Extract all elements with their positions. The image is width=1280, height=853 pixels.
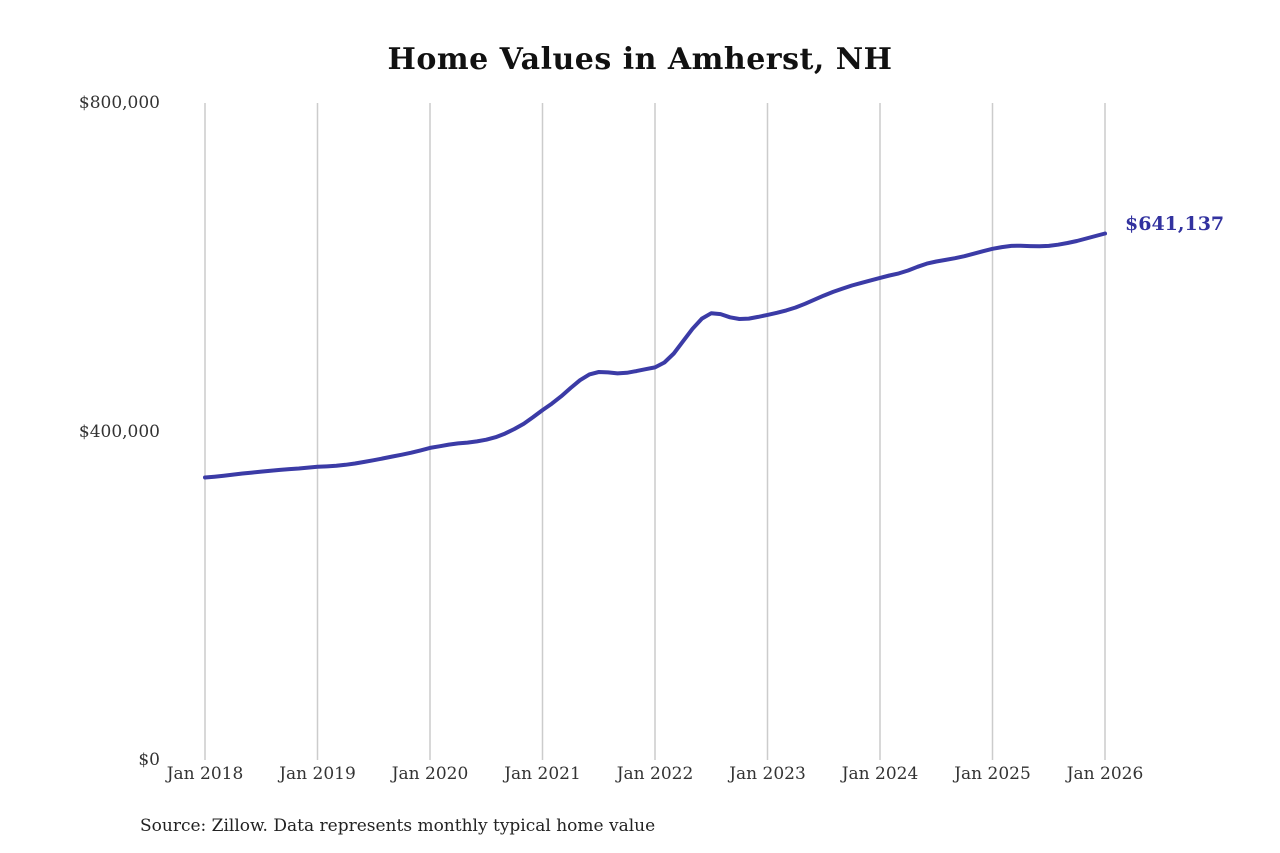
x-axis-tick-label: Jan 2020	[391, 764, 469, 784]
latest-value-label: $641,137	[1125, 213, 1225, 236]
x-axis-tick-label: Jan 2023	[729, 764, 806, 784]
source-note: Source: Zillow. Data represents monthly …	[140, 816, 656, 836]
x-axis-tick-label: Jan 2018	[166, 764, 244, 784]
x-axis-tick-label: Jan 2021	[504, 764, 581, 784]
y-axis-tick-label: $0	[138, 750, 160, 770]
y-axis-tick-label: $400,000	[78, 421, 160, 442]
chart-title: Home Values in Amherst, NH	[387, 42, 893, 77]
home-value-line	[203, 231, 1107, 480]
x-axis-tick-label: Jan 2022	[616, 764, 694, 784]
x-axis-tick-label: Jan 2019	[279, 764, 356, 784]
y-axis-tick-label: $800,000	[78, 93, 160, 113]
x-axis-tick-label: Jan 2024	[841, 764, 919, 784]
x-axis-tick-label: Jan 2026	[1066, 764, 1144, 784]
x-axis-tick-label: Jan 2025	[954, 764, 1031, 784]
